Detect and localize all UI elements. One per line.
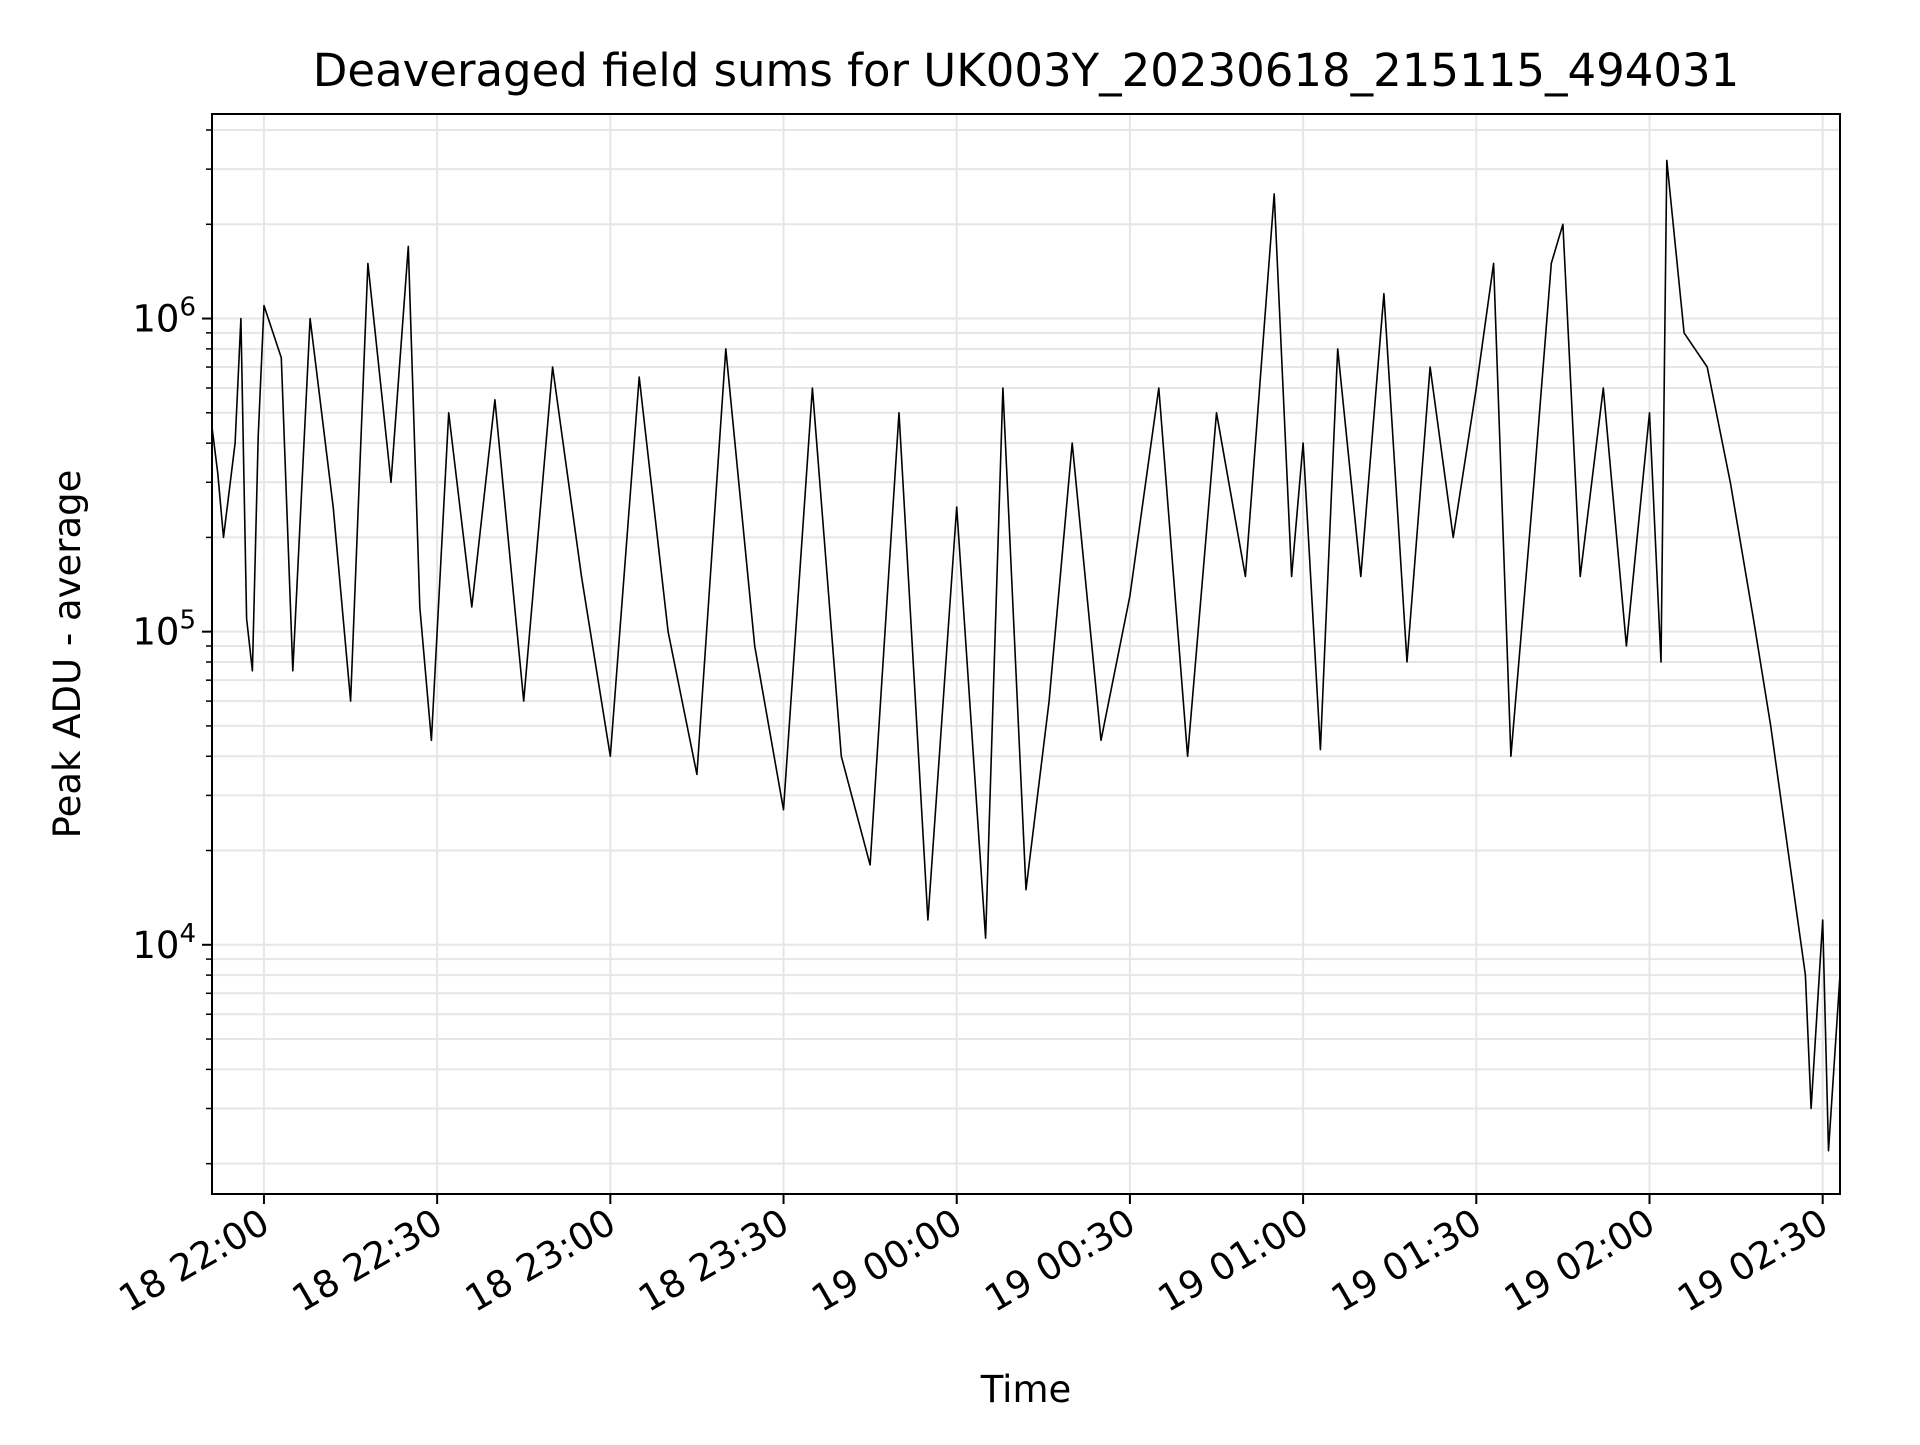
y-axis-label: Peak ADU - average xyxy=(46,470,89,839)
plot-frame xyxy=(211,113,1841,1195)
grid-layer xyxy=(212,114,1840,1194)
line-layer xyxy=(211,159,1841,1152)
x-axis-label: Time xyxy=(980,1368,1072,1411)
y-tick-label: 105 xyxy=(132,606,196,654)
chart-title: Deaveraged field sums for UK003Y_2023061… xyxy=(313,44,1740,97)
series-line xyxy=(211,159,1841,1152)
y-tick-label: 104 xyxy=(132,919,196,967)
y-tick-label: 106 xyxy=(132,293,196,341)
